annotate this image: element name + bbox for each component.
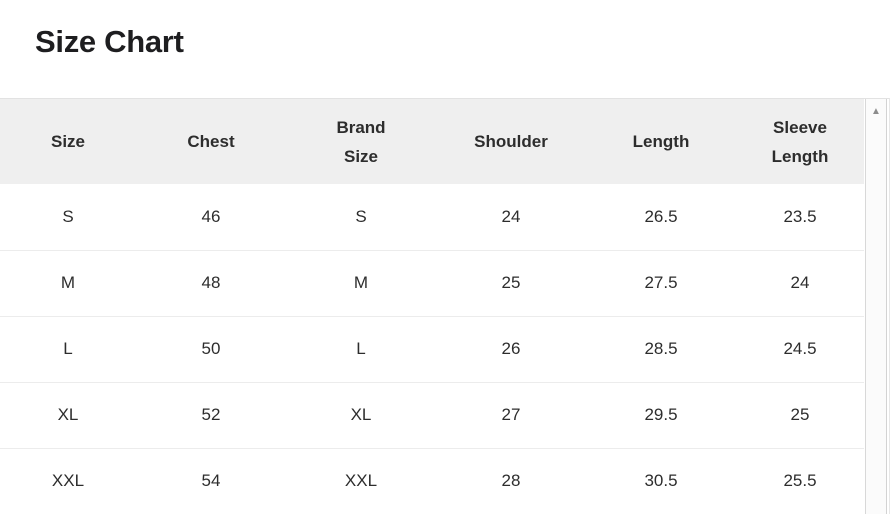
table-cell: 26.5: [644, 206, 678, 226]
table-cell: 27.5: [644, 273, 678, 292]
table-cell: 28.5: [644, 339, 678, 358]
table-cell: 24.5: [783, 339, 817, 358]
column-header-label: Chest: [187, 132, 235, 151]
table-row: XXL 54 XXL 28 30.5 25.5: [0, 448, 864, 514]
table-row: M 48 M 25 27.5 24: [0, 250, 864, 316]
table-cell: XXL: [344, 471, 378, 490]
table-cell: L: [356, 339, 366, 358]
table-cell: S: [355, 206, 367, 226]
table-row: L 50 L 26 28.5 24.5: [0, 316, 864, 382]
column-header-shoulder: Shoulder: [436, 99, 586, 184]
table-cell: 27: [501, 405, 521, 424]
table-cell: 46: [201, 206, 221, 226]
table-cell: 23.5: [783, 206, 817, 226]
table-cell: XXL: [51, 471, 85, 490]
size-chart-table: Size Chest Brand Size Shoulder Length Sl…: [0, 99, 864, 514]
size-chart-table-area: Size Chest Brand Size Shoulder Length Sl…: [0, 99, 864, 514]
table-cell: 25: [501, 273, 521, 292]
table-cell: S: [62, 206, 74, 226]
vertical-scrollbar[interactable]: ▲: [865, 99, 887, 514]
table-cell: 26: [501, 339, 521, 358]
table-cell: 30.5: [644, 471, 678, 490]
table-cell: 24: [790, 273, 810, 292]
table-body: S 46 S 24 26.5 23.5 M 48 M 25 27.5 24 L 50 L 26 28.5 24.5…: [0, 184, 864, 514]
column-header-length: Length: [586, 99, 736, 184]
table-cell: M: [353, 273, 369, 292]
table-cell: XL: [350, 405, 372, 424]
column-header-sleeve-length: Sleeve Length: [736, 99, 864, 184]
table-cell: 52: [201, 405, 221, 424]
page-title: Size Chart: [35, 24, 184, 59]
table-cell: 50: [201, 339, 221, 358]
column-header-label: Size: [50, 132, 86, 151]
column-header-label: Brand Size: [336, 117, 386, 166]
column-header-brand-size: Brand Size: [286, 99, 436, 184]
table-cell: 48: [201, 273, 221, 292]
table-cell: 28: [501, 471, 521, 490]
table-cell: M: [60, 273, 76, 292]
table-cell: 25.5: [783, 471, 817, 490]
table-row: S 46 S 24 26.5 23.5: [0, 184, 864, 250]
scroll-up-arrow-icon: ▲: [871, 106, 881, 117]
table-cell: 54: [201, 471, 221, 490]
table-cell: L: [63, 339, 73, 358]
table-cell: 25: [790, 405, 810, 424]
column-header-chest: Chest: [136, 99, 286, 184]
scroll-up-button[interactable]: ▲: [866, 99, 886, 125]
table-header-row: Size Chest Brand Size Shoulder Length Sl…: [0, 99, 864, 184]
column-header-label: Shoulder: [474, 132, 548, 151]
column-header-size: Size: [0, 99, 136, 184]
table-cell: XL: [57, 405, 79, 424]
column-header-label: Sleeve Length: [771, 117, 829, 166]
page-header: Size Chart: [0, 0, 894, 62]
table-cell: 29.5: [644, 405, 678, 424]
size-chart-panel: Size Chest Brand Size Shoulder Length Sl…: [0, 98, 890, 514]
table-cell: 24: [501, 206, 521, 226]
table-row: XL 52 XL 27 29.5 25: [0, 382, 864, 448]
column-header-label: Length: [632, 132, 690, 151]
